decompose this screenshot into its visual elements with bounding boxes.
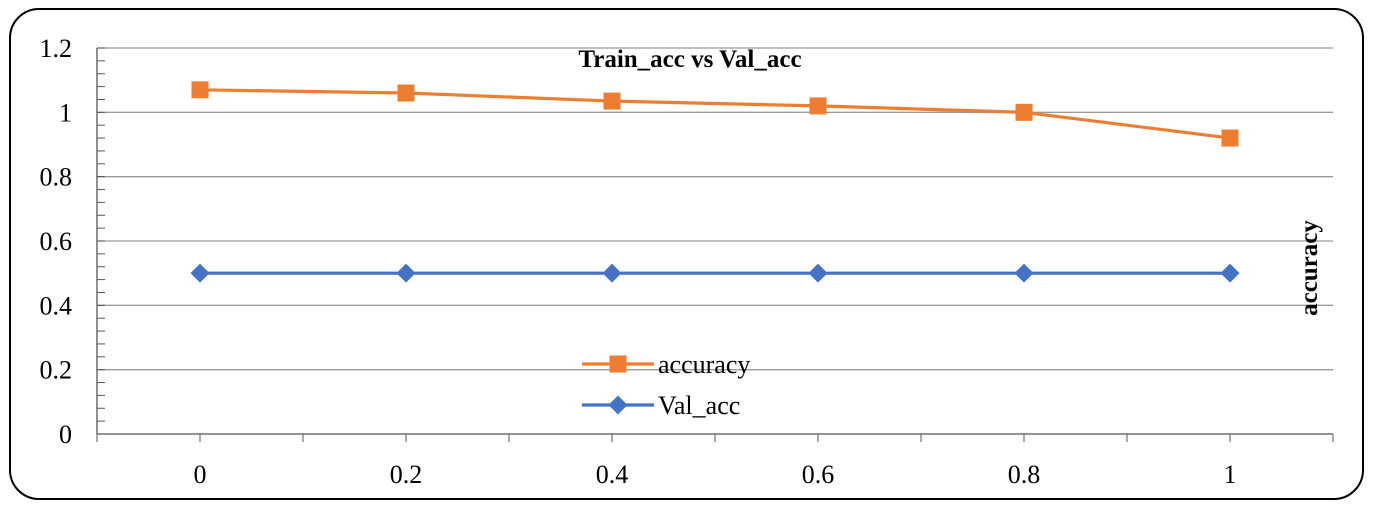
- y-tick-label: 0.4: [40, 291, 73, 320]
- x-tick-label: 0.4: [596, 460, 629, 489]
- y-tick-label: 0.8: [40, 163, 73, 192]
- gridlines: [97, 47, 1333, 371]
- data-point-1-0: [190, 263, 210, 283]
- x-tick-labels: 0 0.2 0.4 0.6 0.8 1: [194, 460, 1237, 489]
- data-point-1-1: [396, 263, 416, 283]
- x-tick-label: 1: [1224, 460, 1237, 489]
- legend-item-0: accuracy: [582, 350, 750, 379]
- data-point-1-4: [1014, 263, 1034, 283]
- data-point-0-1: [397, 84, 415, 102]
- data-point-0-3: [809, 97, 827, 115]
- series-accuracy: [191, 81, 1239, 147]
- legend-item-1: Val_acc: [582, 391, 740, 420]
- y-tick-label: 0.6: [40, 227, 73, 256]
- chart-title: Train_acc vs Val_acc: [578, 46, 801, 73]
- legend-marker: [608, 395, 628, 415]
- legend-marker: [609, 355, 627, 373]
- y-tick-label: 1.2: [40, 34, 73, 63]
- data-point-0-5: [1221, 129, 1239, 147]
- y-tick-label: 0: [59, 420, 72, 449]
- y-tick-labels: 0 0.2 0.4 0.6 0.8 1 1.2: [40, 34, 73, 449]
- legend-label: Val_acc: [658, 391, 740, 420]
- data-point-1-2: [602, 263, 622, 283]
- data-point-0-0: [191, 81, 209, 99]
- y-tick-label: 0.2: [40, 356, 73, 385]
- data-point-0-4: [1015, 103, 1033, 121]
- data-point-1-3: [808, 263, 828, 283]
- x-tick-label: 0: [194, 460, 207, 489]
- data-point-1-5: [1220, 263, 1240, 283]
- series-layer: [190, 81, 1240, 283]
- x-tick-label: 0.6: [802, 460, 835, 489]
- series-line-0: [199, 88, 1231, 140]
- x-tick-label: 0.2: [390, 460, 423, 489]
- data-point-0-2: [603, 92, 621, 110]
- x-tick-label: 0.8: [1008, 460, 1041, 489]
- legend: accuracy Val_acc: [582, 350, 750, 420]
- legend-label: accuracy: [658, 350, 750, 379]
- series-val-acc: [190, 263, 1240, 283]
- y-axis-label: accuracy: [1296, 220, 1323, 316]
- axes: [96, 47, 1334, 442]
- y-tick-label: 1: [59, 98, 72, 127]
